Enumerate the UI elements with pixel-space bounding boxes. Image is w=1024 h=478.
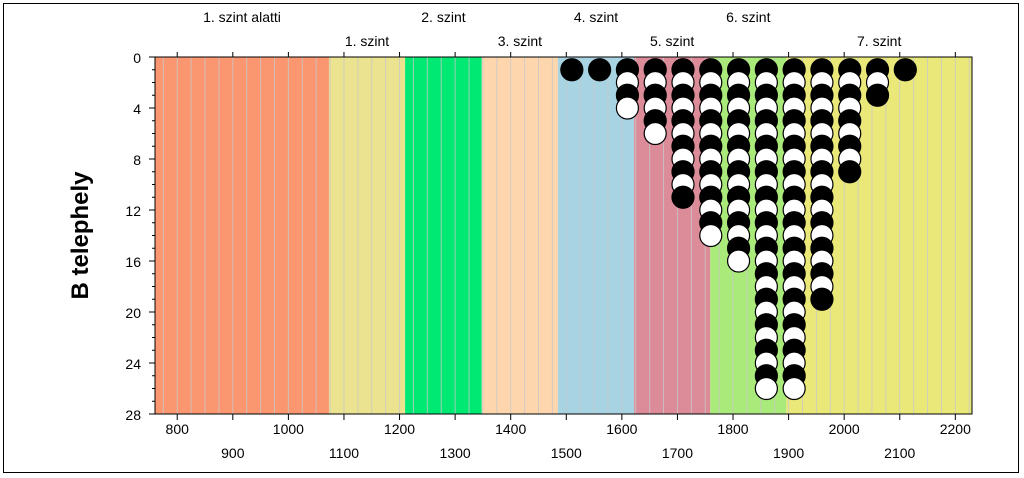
y-tick-label: 24 (125, 356, 141, 372)
level-band (155, 57, 329, 414)
level-label: 6. szint (726, 9, 770, 25)
level-label: 3. szint (498, 33, 542, 49)
x-tick-label: 2100 (884, 445, 915, 461)
dot-white (699, 223, 723, 248)
x-tick-label: 900 (221, 445, 245, 461)
y-tick-label: 8 (133, 152, 141, 168)
x-tick-label: 1000 (273, 421, 304, 437)
dot-black (865, 83, 890, 107)
dot-black (671, 185, 695, 209)
level-label: 7. szint (857, 33, 901, 49)
level-band (481, 57, 558, 414)
dot-white (643, 121, 667, 146)
x-tick-label: 1300 (440, 445, 471, 461)
level-label: 2. szint (421, 9, 465, 25)
dot-white (726, 249, 751, 273)
x-tick-label: 2200 (940, 421, 971, 437)
dot-black (588, 58, 612, 82)
x-tick-label: 1400 (495, 421, 526, 437)
x-tick-label: 1900 (773, 445, 804, 461)
y-tick-label: 12 (125, 203, 141, 219)
level-label: 5. szint (650, 33, 694, 49)
x-tick-label: 1800 (717, 421, 748, 437)
level-label: 4. szint (574, 9, 618, 25)
x-tick-label: 2000 (829, 421, 860, 437)
y-tick-label: 28 (125, 407, 141, 423)
x-tick-label: 1700 (662, 445, 693, 461)
x-tick-label: 1100 (329, 445, 359, 461)
x-tick-label: 1600 (606, 421, 637, 437)
level-label: 1. szint alatti (203, 9, 281, 25)
y-axis-title: B telephely (67, 171, 94, 300)
level-band (405, 57, 482, 414)
dot-white (615, 96, 640, 120)
level-label: 1. szint (345, 33, 389, 49)
level-band (328, 57, 406, 414)
x-tick-label: 1500 (551, 445, 582, 461)
dot-black (810, 287, 834, 311)
dot-white (782, 376, 806, 401)
y-tick-label: 20 (125, 305, 141, 321)
dot-black (838, 160, 862, 184)
y-tick-label: 0 (133, 50, 141, 66)
dot-black (893, 58, 917, 82)
dot-black (560, 58, 584, 82)
y-tick-label: 16 (125, 254, 141, 270)
x-tick-label: 800 (166, 421, 190, 437)
y-tick-label: 4 (133, 101, 141, 117)
x-tick-label: 1200 (384, 421, 415, 437)
dot-white (754, 376, 778, 401)
